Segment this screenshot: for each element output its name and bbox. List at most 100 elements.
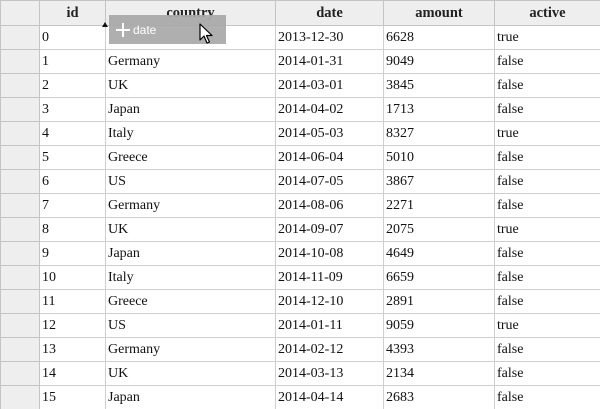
cell-id[interactable]: 3 xyxy=(39,97,106,122)
cell-country[interactable]: Japan xyxy=(105,241,276,266)
cell-id[interactable]: 13 xyxy=(39,337,106,362)
cell-amount[interactable]: 2075 xyxy=(383,217,495,242)
table-row[interactable]: 7 Germany 2014-08-06 2271 false xyxy=(0,193,600,218)
cell-amount[interactable]: 2891 xyxy=(383,289,495,314)
row-header-cell[interactable] xyxy=(0,385,40,409)
row-header-cell[interactable] xyxy=(0,289,40,314)
cell-country[interactable]: Greece xyxy=(105,289,276,314)
cell-date[interactable]: 2014-01-11 xyxy=(275,313,384,338)
cell-date[interactable]: 2014-04-14 xyxy=(275,385,384,409)
table-row[interactable]: 13 Germany 2014-02-12 4393 false xyxy=(0,337,600,362)
table-row[interactable]: 3 Japan 2014-04-02 1713 false xyxy=(0,97,600,122)
cell-country[interactable]: Italy xyxy=(105,265,276,290)
row-header-cell[interactable] xyxy=(0,121,40,146)
cell-amount[interactable]: 9049 xyxy=(383,49,495,74)
cell-id[interactable]: 15 xyxy=(39,385,106,409)
cell-country[interactable]: US xyxy=(105,169,276,194)
table-row[interactable]: 1 Germany 2014-01-31 9049 false xyxy=(0,49,600,74)
cell-date[interactable]: 2013-12-30 xyxy=(275,25,384,50)
row-header-cell[interactable] xyxy=(0,49,40,74)
table-row[interactable]: 15 Japan 2014-04-14 2683 false xyxy=(0,385,600,409)
cell-active[interactable]: false xyxy=(494,49,600,74)
table-row[interactable]: 8 UK 2014-09-07 2075 true xyxy=(0,217,600,242)
cell-active[interactable]: false xyxy=(494,385,600,409)
cell-active[interactable]: false xyxy=(494,73,600,98)
cell-active[interactable]: false xyxy=(494,265,600,290)
row-header-cell[interactable] xyxy=(0,145,40,170)
cell-date[interactable]: 2014-01-31 xyxy=(275,49,384,74)
table-row[interactable]: 12 US 2014-01-11 9059 true xyxy=(0,313,600,338)
cell-active[interactable]: false xyxy=(494,97,600,122)
cell-country[interactable]: Japan xyxy=(105,97,276,122)
cell-country[interactable]: UK xyxy=(105,361,276,386)
column-header-amount[interactable]: amount xyxy=(383,0,495,26)
table-row[interactable]: 5 Greece 2014-06-04 5010 false xyxy=(0,145,600,170)
cell-amount[interactable]: 4649 xyxy=(383,241,495,266)
cell-amount[interactable]: 2683 xyxy=(383,385,495,409)
column-header-id[interactable]: id xyxy=(39,0,106,26)
row-header-cell[interactable] xyxy=(0,361,40,386)
table-row[interactable]: 9 Japan 2014-10-08 4649 false xyxy=(0,241,600,266)
cell-country[interactable]: US xyxy=(105,313,276,338)
cell-active[interactable]: false xyxy=(494,193,600,218)
cell-active[interactable]: false xyxy=(494,337,600,362)
cell-id[interactable]: 14 xyxy=(39,361,106,386)
cell-id[interactable]: 4 xyxy=(39,121,106,146)
cell-country[interactable]: Italy xyxy=(105,121,276,146)
table-row[interactable]: 14 UK 2014-03-13 2134 false xyxy=(0,361,600,386)
cell-active[interactable]: false xyxy=(494,169,600,194)
cell-active[interactable]: false xyxy=(494,145,600,170)
cell-date[interactable]: 2014-03-01 xyxy=(275,73,384,98)
table-row[interactable]: 10 Italy 2014-11-09 6659 false xyxy=(0,265,600,290)
cell-id[interactable]: 1 xyxy=(39,49,106,74)
cell-country[interactable]: UK xyxy=(105,217,276,242)
cell-amount[interactable]: 5010 xyxy=(383,145,495,170)
row-header-cell[interactable] xyxy=(0,217,40,242)
cell-active[interactable]: true xyxy=(494,313,600,338)
cell-country[interactable]: Germany xyxy=(105,337,276,362)
table-row[interactable]: 2 UK 2014-03-01 3845 false xyxy=(0,73,600,98)
cell-amount[interactable]: 3867 xyxy=(383,169,495,194)
cell-date[interactable]: 2014-09-07 xyxy=(275,217,384,242)
cell-date[interactable]: 2014-10-08 xyxy=(275,241,384,266)
cell-country[interactable]: Germany xyxy=(105,193,276,218)
cell-date[interactable]: 2014-11-09 xyxy=(275,265,384,290)
corner-header[interactable] xyxy=(0,0,40,26)
row-header-cell[interactable] xyxy=(0,97,40,122)
cell-country[interactable]: Greece xyxy=(105,145,276,170)
column-header-date[interactable]: date xyxy=(275,0,384,26)
cell-date[interactable]: 2014-04-02 xyxy=(275,97,384,122)
cell-amount[interactable]: 2271 xyxy=(383,193,495,218)
cell-active[interactable]: false xyxy=(494,361,600,386)
table-row[interactable]: 11 Greece 2014-12-10 2891 false xyxy=(0,289,600,314)
cell-active[interactable]: false xyxy=(494,241,600,266)
row-header-cell[interactable] xyxy=(0,265,40,290)
cell-amount[interactable]: 6659 xyxy=(383,265,495,290)
row-header-cell[interactable] xyxy=(0,313,40,338)
cell-country[interactable]: Japan xyxy=(105,385,276,409)
cell-id[interactable]: 6 xyxy=(39,169,106,194)
row-header-cell[interactable] xyxy=(0,25,40,50)
cell-amount[interactable]: 3845 xyxy=(383,73,495,98)
cell-id[interactable]: 8 xyxy=(39,217,106,242)
row-header-cell[interactable] xyxy=(0,241,40,266)
cell-amount[interactable]: 9059 xyxy=(383,313,495,338)
cell-id[interactable]: 2 xyxy=(39,73,106,98)
cell-date[interactable]: 2014-03-13 xyxy=(275,361,384,386)
table-row[interactable]: 6 US 2014-07-05 3867 false xyxy=(0,169,600,194)
cell-id[interactable]: 0 xyxy=(39,25,106,50)
cell-amount[interactable]: 6628 xyxy=(383,25,495,50)
row-header-cell[interactable] xyxy=(0,193,40,218)
row-header-cell[interactable] xyxy=(0,73,40,98)
cell-date[interactable]: 2014-06-04 xyxy=(275,145,384,170)
cell-date[interactable]: 2014-08-06 xyxy=(275,193,384,218)
cell-id[interactable]: 5 xyxy=(39,145,106,170)
cell-amount[interactable]: 2134 xyxy=(383,361,495,386)
cell-active[interactable]: true xyxy=(494,25,600,50)
cell-id[interactable]: 9 xyxy=(39,241,106,266)
cell-active[interactable]: false xyxy=(494,289,600,314)
cell-amount[interactable]: 1713 xyxy=(383,97,495,122)
cell-amount[interactable]: 8327 xyxy=(383,121,495,146)
column-header-active[interactable]: active xyxy=(494,0,600,26)
table-row[interactable]: 4 Italy 2014-05-03 8327 true xyxy=(0,121,600,146)
